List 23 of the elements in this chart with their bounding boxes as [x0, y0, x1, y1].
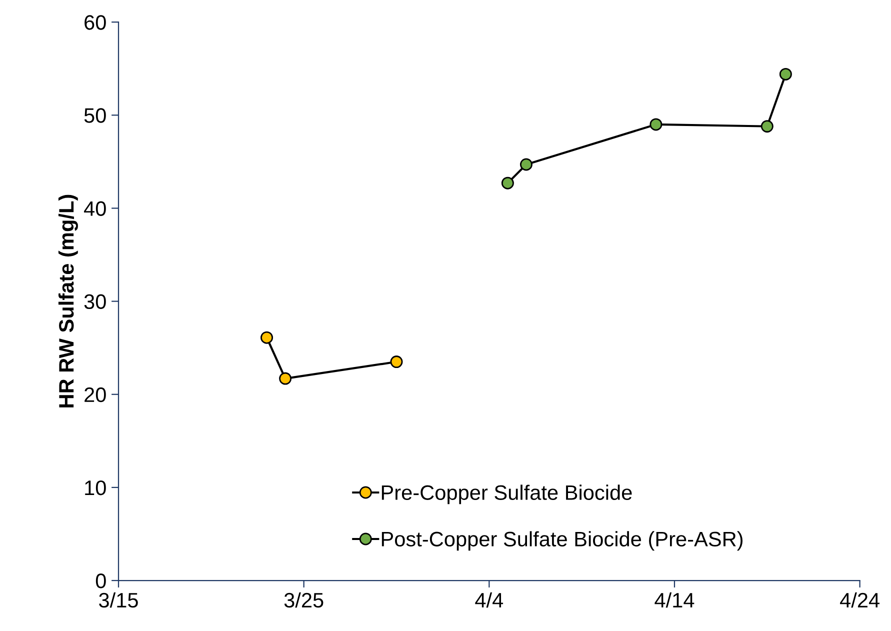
y-tick-label: 0 [96, 574, 106, 588]
y-tick-label: 50 [84, 108, 106, 123]
legend-label: Post-Copper Sulfate Biocide (Pre-ASR) [382, 531, 743, 551]
point [760, 120, 774, 133]
x-tick-label: 4/24 [840, 592, 880, 608]
y-axis-title: HR RW Sulfate (mg/L) [58, 194, 78, 408]
y-tick-label: 10 [85, 480, 106, 496]
point [501, 176, 514, 190]
point [260, 331, 274, 344]
legend-label: Pre-Copper Sulfate Biocide [382, 484, 632, 504]
point [390, 356, 403, 368]
point [650, 118, 662, 131]
x-tick-label: 3/15 [99, 592, 138, 608]
y-tick-label: 40 [84, 201, 106, 216]
point [779, 68, 792, 80]
y-tick-label: 60 [84, 15, 106, 30]
y-tick-label: 30 [84, 294, 106, 310]
y-tick-label: 20 [84, 387, 106, 402]
x-tick-label: 4/4 [475, 592, 504, 608]
point [520, 158, 532, 171]
point [279, 372, 292, 385]
x-tick-label: 4/14 [654, 592, 694, 608]
x-tick-label: 3/25 [284, 592, 324, 608]
